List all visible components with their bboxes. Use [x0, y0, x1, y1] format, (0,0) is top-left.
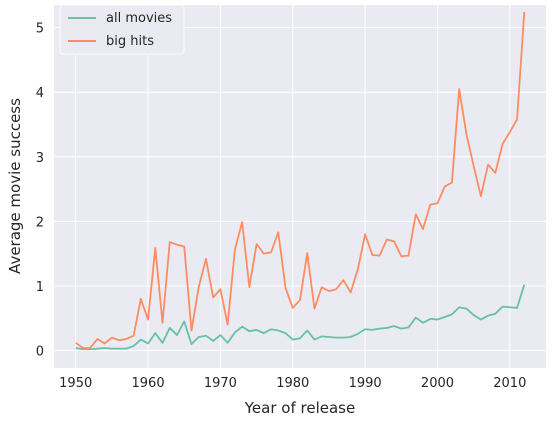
y-tick-label: 4: [36, 86, 44, 101]
x-tick-label: 1970: [204, 376, 237, 391]
series-line-big-hits: [75, 12, 526, 349]
tick-labels: 1950 1960 1970 1980 1990 2000 2010 0 1 2 3 4 5: [36, 22, 527, 391]
y-axis-title: Average movie success: [6, 98, 24, 274]
x-tick-label: 1950: [59, 376, 92, 391]
x-tick-label: 1980: [276, 376, 309, 391]
x-axis-title: Year of release: [244, 399, 355, 417]
x-tick-label: 2010: [493, 376, 526, 391]
y-tick-label: 5: [36, 22, 44, 37]
y-tick-label: 0: [36, 345, 44, 360]
x-tick-label: 1960: [132, 376, 165, 391]
x-tick-label: 1990: [349, 376, 382, 391]
x-tick-label: 2000: [421, 376, 454, 391]
y-tick-label: 3: [36, 151, 44, 166]
series-layer: [75, 12, 526, 351]
legend: all movies big hits: [59, 4, 185, 55]
legend-label-all-movies: all movies: [106, 11, 172, 26]
y-tick-label: 1: [36, 280, 44, 295]
series-line-all-movies: [75, 284, 526, 351]
y-tick-label: 2: [36, 215, 44, 230]
grid: [54, 5, 546, 368]
legend-label-big-hits: big hits: [106, 34, 154, 49]
